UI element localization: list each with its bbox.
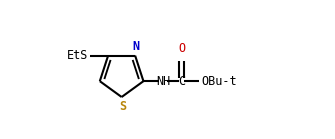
Text: NH: NH	[156, 75, 170, 88]
Text: N: N	[132, 40, 139, 53]
Text: S: S	[119, 100, 126, 113]
Text: O: O	[178, 42, 185, 55]
Text: OBu-t: OBu-t	[201, 75, 237, 88]
Text: EtS: EtS	[67, 49, 88, 62]
Text: C: C	[178, 75, 185, 88]
